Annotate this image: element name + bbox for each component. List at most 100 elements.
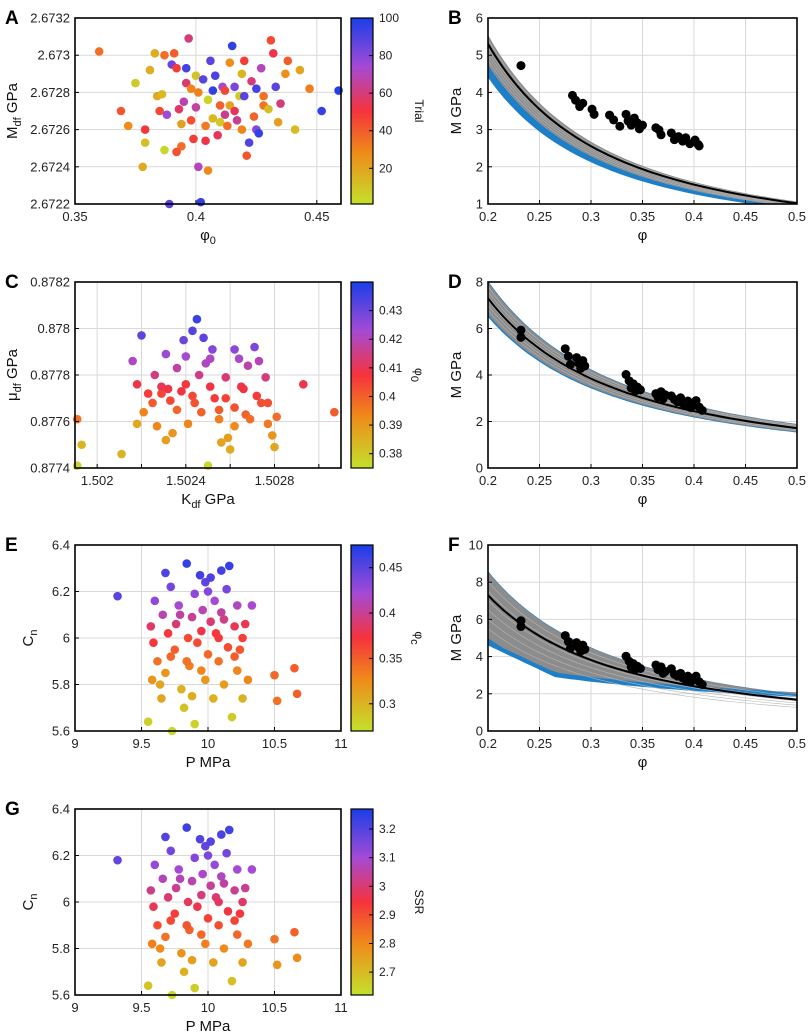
scatter-point xyxy=(210,860,219,870)
scatter-point xyxy=(160,145,169,155)
colorbar-tick-label: 0.4 xyxy=(379,389,396,403)
scatter-point xyxy=(138,162,148,172)
scatter-point xyxy=(220,86,230,95)
scatter-point xyxy=(221,373,231,382)
scatter-point xyxy=(201,121,210,131)
scatter-point xyxy=(113,855,122,865)
y-tick-label: 1 xyxy=(476,197,483,212)
y-axis-label: M GPa xyxy=(448,351,465,398)
model-curve xyxy=(488,594,797,701)
scatter-point xyxy=(123,121,133,131)
x-tick-label: 11 xyxy=(334,1000,348,1015)
scatter-points xyxy=(113,559,302,736)
scatter-point xyxy=(214,633,223,643)
scatter-point xyxy=(195,834,205,844)
scatter-point xyxy=(217,872,226,881)
scatter-point xyxy=(247,76,256,86)
colorbar-tick-label: 20 xyxy=(379,161,393,175)
scatter-point xyxy=(166,916,176,925)
scatter-point xyxy=(206,617,215,627)
scatter-point xyxy=(179,967,189,977)
scatter-point xyxy=(163,893,173,902)
scatter-point xyxy=(272,412,282,422)
scatter-point xyxy=(243,939,253,949)
colorbar-tick-label: 80 xyxy=(379,49,393,63)
x-tick-label: 1.5024 xyxy=(166,473,206,488)
scatter-point xyxy=(172,147,181,157)
scatter-point xyxy=(238,897,247,907)
scatter-point xyxy=(146,622,156,631)
data-point xyxy=(565,643,575,653)
x-axis-label: P MPa xyxy=(186,754,231,771)
scatter-point xyxy=(290,927,299,937)
scatter-point xyxy=(222,584,231,594)
scatter-point xyxy=(175,610,185,620)
scatter-point xyxy=(143,389,153,398)
scatter-point xyxy=(182,920,192,930)
scatter-point xyxy=(254,356,264,366)
scatter-point xyxy=(197,890,206,900)
scatter-point xyxy=(191,71,201,80)
x-tick-label: 11 xyxy=(334,736,348,751)
colorbar-tick-label: 0.39 xyxy=(379,418,403,432)
scatter-point xyxy=(155,106,164,116)
data-point xyxy=(516,325,526,335)
scatter-point xyxy=(143,981,153,990)
scatter-point xyxy=(203,649,213,659)
scatter-point xyxy=(219,615,229,624)
scatter-point xyxy=(131,78,140,88)
y-tick-label: 6 xyxy=(476,321,483,336)
scatter-point xyxy=(147,939,157,949)
data-point xyxy=(697,405,707,415)
colorbar-tick-label: 3.2 xyxy=(379,822,396,836)
scatter-point xyxy=(148,398,157,408)
scatter-point xyxy=(223,433,233,443)
scatter-point xyxy=(237,69,247,79)
scatter-point xyxy=(249,112,259,121)
scatter-point xyxy=(198,605,207,615)
scatter-point xyxy=(157,382,166,391)
scatter-point xyxy=(179,335,188,345)
x-tick-label: 10.5 xyxy=(262,736,287,751)
scatter-point xyxy=(237,125,247,134)
scatter-point xyxy=(206,837,215,846)
y-tick-label: 6 xyxy=(476,11,483,26)
scatter-point xyxy=(190,398,199,408)
scatter-point xyxy=(292,689,302,699)
scatter-point xyxy=(271,82,281,92)
colorbar-tick-label: 0.38 xyxy=(379,447,403,461)
x-tick-label: 0.4 xyxy=(187,209,205,224)
scatter-point xyxy=(239,91,249,101)
scatter-point xyxy=(150,49,160,58)
scatter-point xyxy=(208,345,217,354)
y-tick-label: 2.6726 xyxy=(30,122,70,137)
y-tick-label: 2.6722 xyxy=(30,197,70,212)
panel-letter: A xyxy=(5,8,19,29)
scatter-point xyxy=(157,389,166,398)
data-point xyxy=(516,61,526,71)
scatter-point xyxy=(161,435,171,445)
y-tick-label: 5.6 xyxy=(52,724,70,739)
x-tick-label: 1.502 xyxy=(81,473,114,488)
colorbar-tick-label: 60 xyxy=(379,86,393,100)
y-axis-label: Mdf GPa xyxy=(4,82,24,139)
scatter-point xyxy=(210,596,219,606)
scatter-point xyxy=(203,913,213,923)
scatter-point xyxy=(190,589,199,599)
scatter-point xyxy=(145,65,155,75)
colorbar-tick-label: 2.7 xyxy=(379,965,396,979)
scatter-point xyxy=(230,652,239,661)
scatter-point xyxy=(214,405,224,415)
envelope-blue xyxy=(488,64,772,204)
scatter-point xyxy=(234,354,244,364)
panel-B: 0.2 0.25 0.3 0.35 0.4 0.45 0.5 1 2 3 4 5 6 φ M GPa B xyxy=(448,8,806,244)
y-tick-label: 2.673 xyxy=(37,48,70,63)
scatter-point xyxy=(267,431,277,440)
scatter-point xyxy=(163,384,173,394)
scatter-point xyxy=(149,902,158,911)
y-axis-label: M GPa xyxy=(448,614,465,661)
x-tick-label: 0.45 xyxy=(733,473,758,488)
y-tick-label: 2.6732 xyxy=(30,11,70,26)
x-axis-label: φ xyxy=(638,754,648,771)
